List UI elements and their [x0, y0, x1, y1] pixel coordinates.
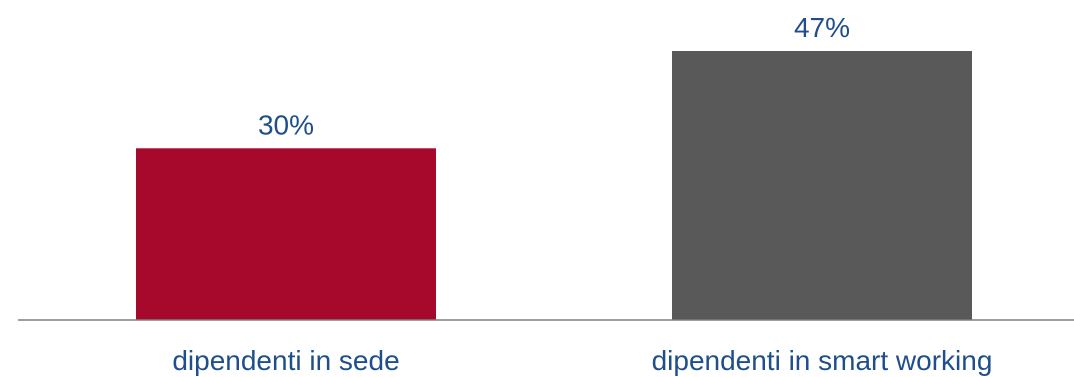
- bar-2-value-label: 47%: [794, 12, 850, 43]
- category-label-2: dipendenti in smart working: [652, 345, 993, 376]
- bar-1: [136, 148, 436, 320]
- bar-2: [672, 51, 972, 320]
- category-label-1: dipendenti in sede: [172, 345, 399, 376]
- bar-1-value-label: 30%: [258, 109, 314, 140]
- labels-layer: 30% dipendenti in sede 47% dipendenti in sm…: [172, 12, 992, 376]
- bars-layer: [136, 51, 972, 320]
